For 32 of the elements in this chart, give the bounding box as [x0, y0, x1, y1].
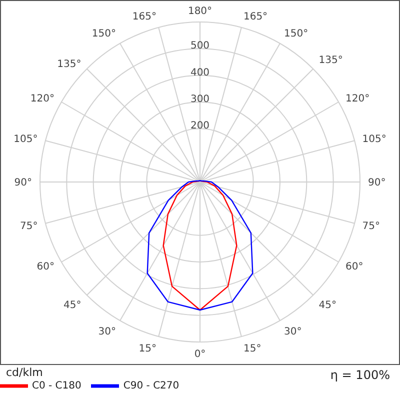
spoke-label: 165° — [132, 12, 157, 23]
spoke-label: 165° — [243, 12, 268, 23]
spoke-label: 15° — [243, 343, 262, 354]
spoke-label: 30° — [98, 326, 116, 338]
spoke-label: 90° — [14, 178, 32, 189]
legend-label: C90 - C270 — [123, 380, 180, 392]
spoke-label: 60° — [36, 262, 55, 273]
spoke-label: 180° — [188, 6, 212, 17]
spoke-label: 60° — [345, 262, 364, 273]
text: cd/klm — [6, 366, 43, 379]
spoke-label: 45° — [318, 300, 337, 311]
legend-label: C0 - C180 — [32, 380, 82, 392]
y-tick-label: 200 — [190, 120, 210, 132]
spoke-label: 150° — [92, 28, 116, 40]
spoke-label: 0° — [194, 349, 206, 360]
spoke-label: 105° — [362, 134, 386, 146]
spoke-label: 75° — [362, 221, 380, 232]
y-tick-label: 400 — [190, 67, 210, 78]
spoke-label: 135° — [318, 55, 343, 66]
y-tick-label: 500 — [190, 40, 210, 52]
spoke-label: 135° — [57, 58, 82, 70]
y-tick-label: 300 — [190, 94, 210, 105]
spoke-label: 75° — [20, 221, 38, 232]
spoke-label: 150° — [284, 28, 308, 40]
spoke-label: 90° — [368, 178, 386, 189]
spoke-label: 120° — [345, 94, 370, 105]
spoke-label: 105° — [14, 134, 38, 146]
spoke-label: 120° — [30, 94, 55, 105]
spoke-label: 15° — [138, 343, 157, 354]
text: η = 100% — [330, 368, 390, 382]
spoke-label: 30° — [284, 326, 302, 338]
spoke-label: 45° — [63, 300, 82, 311]
